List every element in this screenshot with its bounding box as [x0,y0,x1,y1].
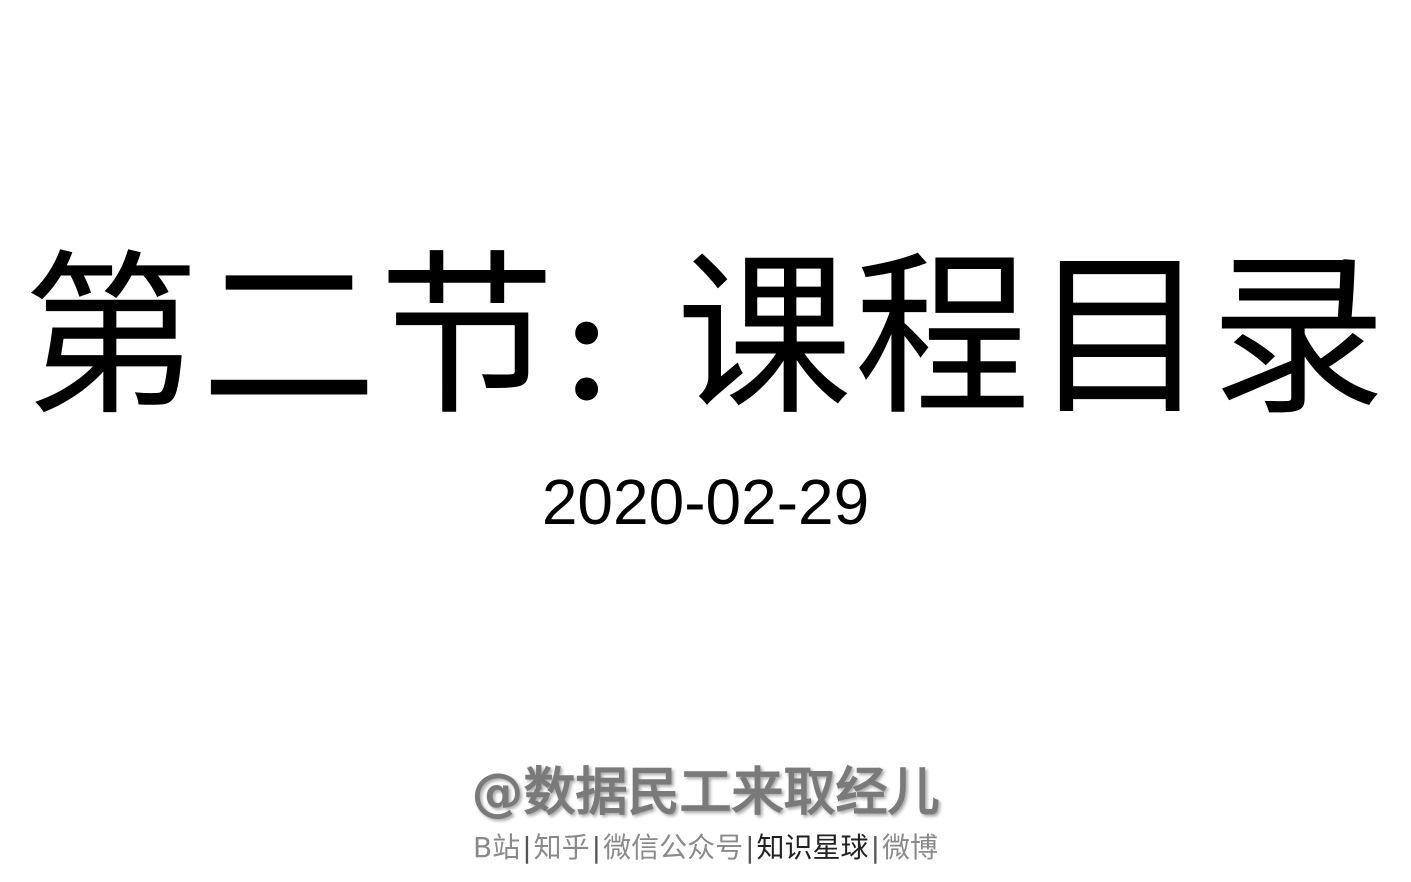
platform-separator: | [870,831,880,864]
platform-zhihu: 知乎 [533,831,590,864]
platform-separator: | [745,831,755,864]
author-handle: @数据民工来取经儿 [471,763,940,823]
platform-bilibili: B站 [472,831,521,864]
platform-zsxq: 知识星球 [756,831,869,864]
platform-weibo: 微博 [882,831,939,864]
slide-title: 第二节: 课程目录 [22,235,1389,440]
platform-list: B站|知乎|微信公众号|知识星球|微博 [0,826,1411,870]
platform-wechat: 微信公众号 [603,831,744,864]
slide-date: 2020-02-29 [541,466,870,538]
platform-separator: | [522,831,532,864]
platform-separator: | [591,831,602,864]
